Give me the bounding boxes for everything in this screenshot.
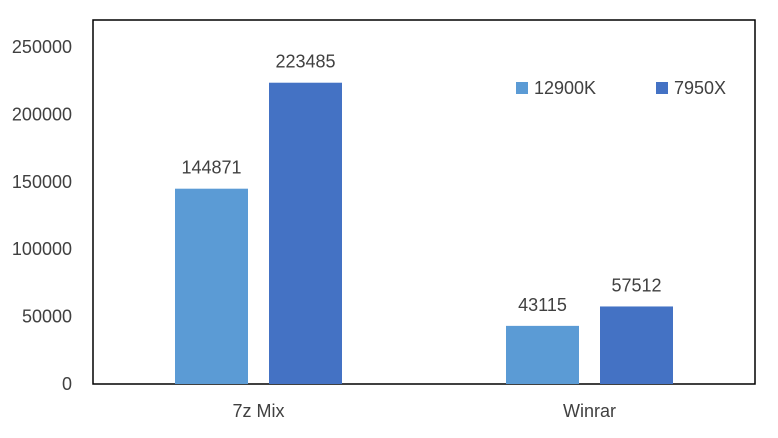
x-axis: 7z Mix Winrar <box>232 401 616 421</box>
data-label: 223485 <box>275 52 335 72</box>
x-category-label: Winrar <box>563 401 616 421</box>
bars <box>175 82 673 385</box>
bar-7950x-7z-mix <box>269 82 342 385</box>
data-label: 57512 <box>611 275 661 295</box>
data-label: 43115 <box>518 295 567 315</box>
y-tick-label: 200000 <box>12 104 72 124</box>
bar-7950x-winrar <box>600 306 673 384</box>
legend-label: 7950X <box>674 78 726 98</box>
legend-swatch <box>516 82 528 94</box>
y-tick-label: 50000 <box>22 307 72 327</box>
legend: 12900K 7950X <box>516 78 726 98</box>
y-tick-label: 0 <box>62 374 72 394</box>
legend-swatch <box>656 82 668 94</box>
y-tick-label: 250000 <box>12 37 72 57</box>
x-category-label: 7z Mix <box>232 401 284 421</box>
bar-12900k-winrar <box>506 325 579 384</box>
data-label: 144871 <box>181 158 241 178</box>
y-tick-label: 100000 <box>12 239 72 259</box>
legend-label: 12900K <box>534 78 596 98</box>
data-labels: 144871 223485 43115 57512 <box>181 52 661 315</box>
y-tick-label: 150000 <box>12 172 72 192</box>
y-axis: 0 50000 100000 150000 200000 250000 <box>12 37 72 394</box>
plot-area-frame <box>92 19 756 385</box>
bar-12900k-7z-mix <box>175 188 248 384</box>
